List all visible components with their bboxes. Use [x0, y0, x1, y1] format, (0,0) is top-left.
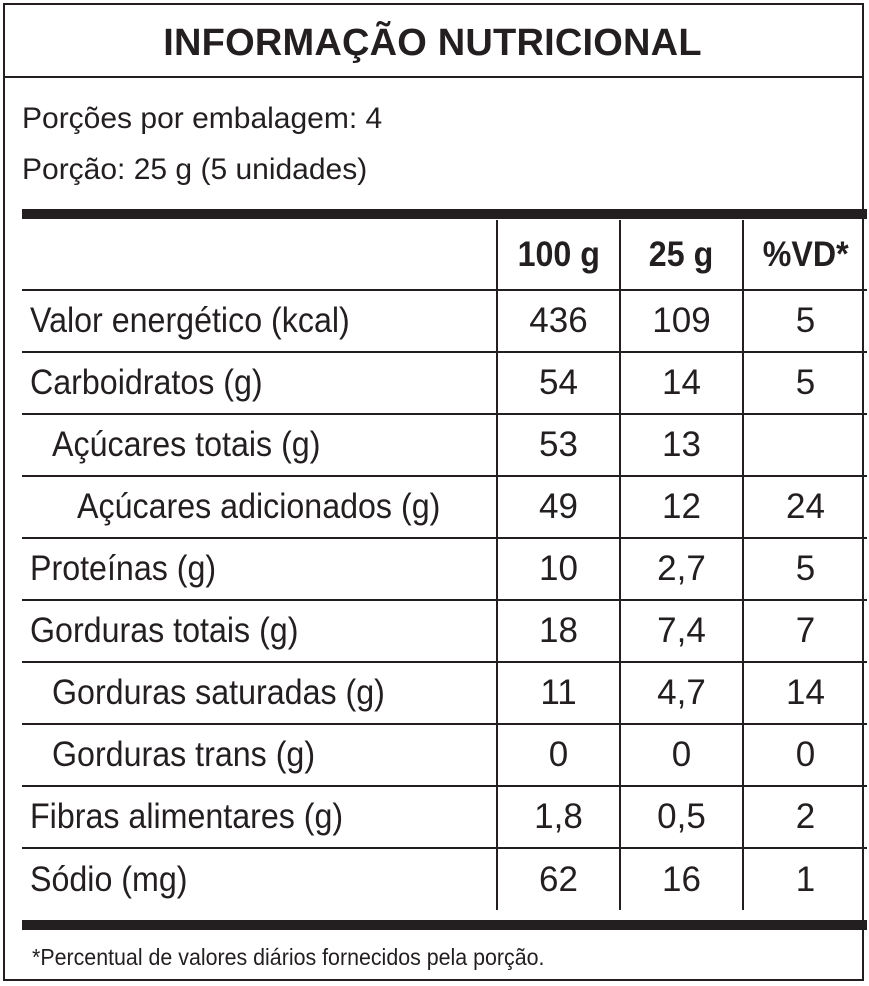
table-row: Fibras alimentares (g) 1,8 0,5 2: [22, 786, 867, 848]
footnote: *Percentual de valores diários fornecido…: [32, 944, 583, 971]
value-100g: 436: [497, 290, 620, 352]
thick-divider-top: [22, 209, 867, 219]
row-label: Carboidratos (g): [22, 352, 497, 414]
row-label: Valor energético (kcal): [22, 290, 497, 352]
value-25g: 12: [620, 476, 743, 538]
row-label: Fibras alimentares (g): [22, 786, 497, 848]
value-100g: 54: [497, 352, 620, 414]
label-title: INFORMAÇÃO NUTRICIONAL: [0, 22, 865, 65]
value-vd: 24: [743, 476, 867, 538]
value-vd: 7: [743, 600, 867, 662]
row-label: Proteínas (g): [22, 538, 497, 600]
table-row: Gorduras saturadas (g) 11 4,7 14: [22, 662, 867, 724]
serving-size: Porção: 25 g (5 unidades): [22, 153, 367, 187]
value-100g: 62: [497, 848, 620, 910]
value-vd: 1: [743, 848, 867, 910]
row-label: Açúcares totais (g): [22, 414, 497, 476]
table-row: Proteínas (g) 10 2,7 5: [22, 538, 867, 600]
header-vd: %VD*: [743, 220, 867, 290]
value-100g: 18: [497, 600, 620, 662]
table-row: Gorduras totais (g) 18 7,4 7: [22, 600, 867, 662]
thick-divider-bottom: [22, 920, 867, 930]
header-row: 100 g 25 g %VD*: [22, 220, 867, 290]
value-100g: 11: [497, 662, 620, 724]
table-row: Carboidratos (g) 54 14 5: [22, 352, 867, 414]
table-row: Açúcares totais (g) 53 13: [22, 414, 867, 476]
row-label: Açúcares adicionados (g): [22, 476, 497, 538]
value-25g: 0,5: [620, 786, 743, 848]
row-label: Gorduras trans (g): [22, 724, 497, 786]
value-25g: 14: [620, 352, 743, 414]
value-vd: 14: [743, 662, 867, 724]
value-vd: 0: [743, 724, 867, 786]
value-25g: 7,4: [620, 600, 743, 662]
value-vd: 5: [743, 538, 867, 600]
value-25g: 13: [620, 414, 743, 476]
table-row: Valor energético (kcal) 436 109 5: [22, 290, 867, 352]
value-100g: 10: [497, 538, 620, 600]
table-row: Gorduras trans (g) 0 0 0: [22, 724, 867, 786]
header-nutrient: [22, 220, 497, 290]
title-divider: [3, 76, 864, 78]
nutrition-table: 100 g 25 g %VD* Valor energético (kcal) …: [22, 220, 867, 910]
value-vd: 5: [743, 290, 867, 352]
value-100g: 49: [497, 476, 620, 538]
header-100g: 100 g: [497, 220, 620, 290]
value-25g: 2,7: [620, 538, 743, 600]
value-25g: 4,7: [620, 662, 743, 724]
row-label: Gorduras saturadas (g): [22, 662, 497, 724]
value-100g: 53: [497, 414, 620, 476]
header-25g: 25 g: [620, 220, 743, 290]
value-25g: 16: [620, 848, 743, 910]
table-row: Sódio (mg) 62 16 1: [22, 848, 867, 910]
row-label: Sódio (mg): [22, 848, 497, 910]
table-row: Açúcares adicionados (g) 49 12 24: [22, 476, 867, 538]
value-vd: 5: [743, 352, 867, 414]
value-100g: 1,8: [497, 786, 620, 848]
value-vd: 2: [743, 786, 867, 848]
value-25g: 109: [620, 290, 743, 352]
value-25g: 0: [620, 724, 743, 786]
row-label: Gorduras totais (g): [22, 600, 497, 662]
value-100g: 0: [497, 724, 620, 786]
value-vd: [743, 414, 867, 476]
servings-per-package: Porções por embalagem: 4: [22, 102, 382, 136]
